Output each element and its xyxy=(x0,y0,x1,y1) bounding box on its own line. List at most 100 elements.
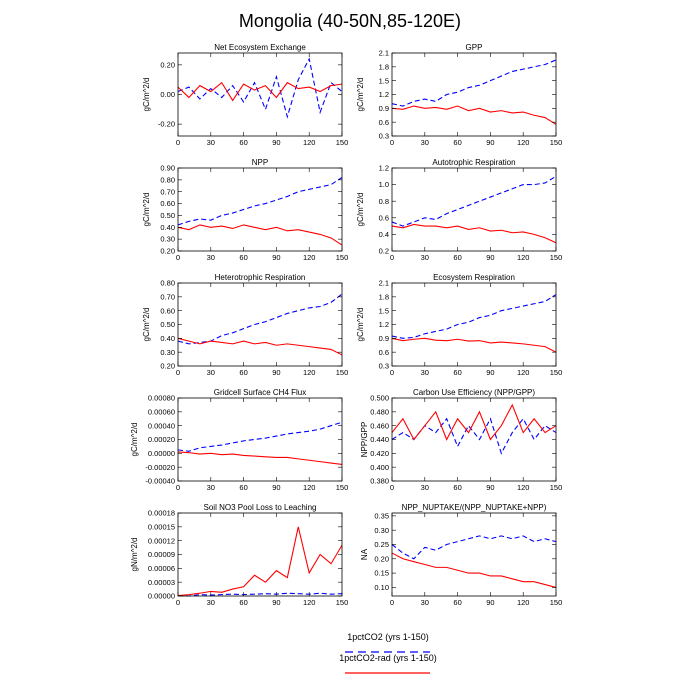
panel-1: 0 30 60 90 120 150 -0.20 0.00 0.20 Net Ecosystem … xyxy=(142,43,348,147)
x-tick-label: 120 xyxy=(303,483,316,492)
y-tick-label: 1.2 xyxy=(379,90,389,99)
panel-title: Autotrophic Respiration xyxy=(432,158,515,167)
y-tick-label: 0.00009 xyxy=(148,550,175,559)
series-line-1 xyxy=(178,592,343,597)
series-line-2 xyxy=(177,81,343,102)
y-axis-label: gC/m^2/d xyxy=(356,78,365,112)
panel-title: Carbon Use Efficiency (NPP/GPP) xyxy=(413,388,535,397)
y-tick-label: 0.00000 xyxy=(148,449,175,458)
y-tick-label: 0.70 xyxy=(160,187,175,196)
y-tick-label: 0.00006 xyxy=(148,564,175,573)
panel-title: GPP xyxy=(466,43,483,52)
y-tick-label: 0.00018 xyxy=(148,509,175,518)
y-tick-label: 0.00015 xyxy=(148,522,175,531)
figure-title: Mongolia (40-50N,85-120E) xyxy=(239,11,461,31)
y-tick-label: 0.15 xyxy=(374,569,389,578)
y-tick-label: 0.30 xyxy=(160,348,175,357)
y-tick-label: 0.4 xyxy=(379,230,389,239)
series-line-2 xyxy=(391,403,557,441)
panel-title: NPP_NUPTAKE/(NPP_NUPTAKE+NPP) xyxy=(402,503,547,512)
y-tick-label: 0.50 xyxy=(160,211,175,220)
x-tick-label: 150 xyxy=(550,598,563,607)
x-tick-label: 120 xyxy=(517,138,530,147)
x-tick-label: 0 xyxy=(176,368,180,377)
y-tick-label: 0.20 xyxy=(160,60,175,69)
y-tick-label: 0.400 xyxy=(370,463,389,472)
series-line-1 xyxy=(391,535,557,560)
series-line-1 xyxy=(391,59,557,107)
legend-label: 1pctCO2 (yrs 1-150) xyxy=(347,632,429,642)
x-tick-label: 30 xyxy=(207,138,215,147)
plot-frame xyxy=(177,52,343,137)
x-tick-label: 150 xyxy=(336,368,349,377)
y-tick-label: 0.40 xyxy=(160,334,175,343)
plot-frame xyxy=(391,282,557,367)
y-tick-label: 0.00060 xyxy=(148,407,175,416)
x-tick-label: 150 xyxy=(550,368,563,377)
panel-title: Heterotrophic Respiration xyxy=(215,273,306,282)
panel-9: 0 30 60 90 120 150 0.00000 0.00003 0.00006 0.0000… xyxy=(130,503,348,607)
y-tick-label: 1.8 xyxy=(379,292,389,301)
y-tick-label: 0.20 xyxy=(160,362,175,371)
y-axis-label: gC/m^2/d xyxy=(142,193,151,227)
x-tick-label: 30 xyxy=(207,483,215,492)
panel-title: Gridcell Surface CH4 Flux xyxy=(214,388,306,397)
x-tick-label: 0 xyxy=(390,483,394,492)
series-line-2 xyxy=(391,552,557,588)
x-tick-label: 60 xyxy=(239,253,247,262)
plot-frame xyxy=(391,397,557,482)
series-line-2 xyxy=(177,526,343,597)
y-tick-label: 0.40 xyxy=(160,223,175,232)
legend-item-1: 1pctCO2 (yrs 1-150) xyxy=(345,632,430,653)
x-tick-label: 0 xyxy=(390,598,394,607)
series-line-2 xyxy=(391,223,557,244)
panel-4: 0 30 60 90 120 150 0.2 0.4 0.6 0.8 1.0 1.2 Autotroph… xyxy=(356,158,562,262)
y-tick-label: -0.00020 xyxy=(145,463,175,472)
panel-title: NPP xyxy=(252,158,268,167)
legend: 1pctCO2 (yrs 1-150) 1pctCO2-rad (yrs 1-15… xyxy=(339,632,437,674)
y-tick-label: 0.480 xyxy=(370,407,389,416)
y-tick-label: 0.00040 xyxy=(148,421,175,430)
y-tick-label: 1.2 xyxy=(379,164,389,173)
y-tick-label: -0.20 xyxy=(158,120,175,129)
y-tick-label: 0.80 xyxy=(160,175,175,184)
x-tick-label: 120 xyxy=(303,368,316,377)
x-tick-label: 120 xyxy=(517,598,530,607)
x-tick-label: 90 xyxy=(272,368,280,377)
y-tick-label: 0.3 xyxy=(379,132,389,141)
y-tick-label: 0.00020 xyxy=(148,435,175,444)
x-tick-label: 60 xyxy=(453,253,461,262)
x-tick-label: 90 xyxy=(272,483,280,492)
y-tick-label: 0.00080 xyxy=(148,394,175,403)
x-tick-label: 120 xyxy=(303,138,316,147)
x-tick-label: 120 xyxy=(303,598,316,607)
panel-7: 0 30 60 90 120 150 -0.00040 -0.00020 0.00000 0.00… xyxy=(130,388,348,492)
y-axis-label: gC/m^2/d xyxy=(130,423,139,457)
y-tick-label: 1.5 xyxy=(379,76,389,85)
y-axis-label: gC/m^2/d xyxy=(356,193,365,227)
x-tick-label: 150 xyxy=(336,253,349,262)
x-tick-label: 60 xyxy=(239,368,247,377)
y-tick-label: 1.2 xyxy=(379,320,389,329)
y-tick-label: 0.35 xyxy=(374,511,389,520)
y-tick-label: 0.70 xyxy=(160,292,175,301)
y-tick-label: 2.1 xyxy=(379,279,389,288)
y-tick-label: 1.0 xyxy=(379,180,389,189)
series-line-2 xyxy=(177,451,343,465)
x-tick-label: 90 xyxy=(486,598,494,607)
y-tick-label: 0.60 xyxy=(160,306,175,315)
y-axis-label: NA xyxy=(360,548,369,560)
y-tick-label: 0.460 xyxy=(370,421,389,430)
y-tick-label: 0.6 xyxy=(379,213,389,222)
x-tick-label: 30 xyxy=(421,138,429,147)
y-tick-label: 0.20 xyxy=(160,247,175,256)
x-tick-label: 0 xyxy=(176,598,180,607)
y-axis-label: NPP/GPP xyxy=(360,422,369,458)
y-tick-label: 0.380 xyxy=(370,477,389,486)
x-tick-label: 90 xyxy=(486,368,494,377)
x-tick-label: 30 xyxy=(421,253,429,262)
y-tick-label: 1.8 xyxy=(379,62,389,71)
x-tick-label: 0 xyxy=(390,253,394,262)
